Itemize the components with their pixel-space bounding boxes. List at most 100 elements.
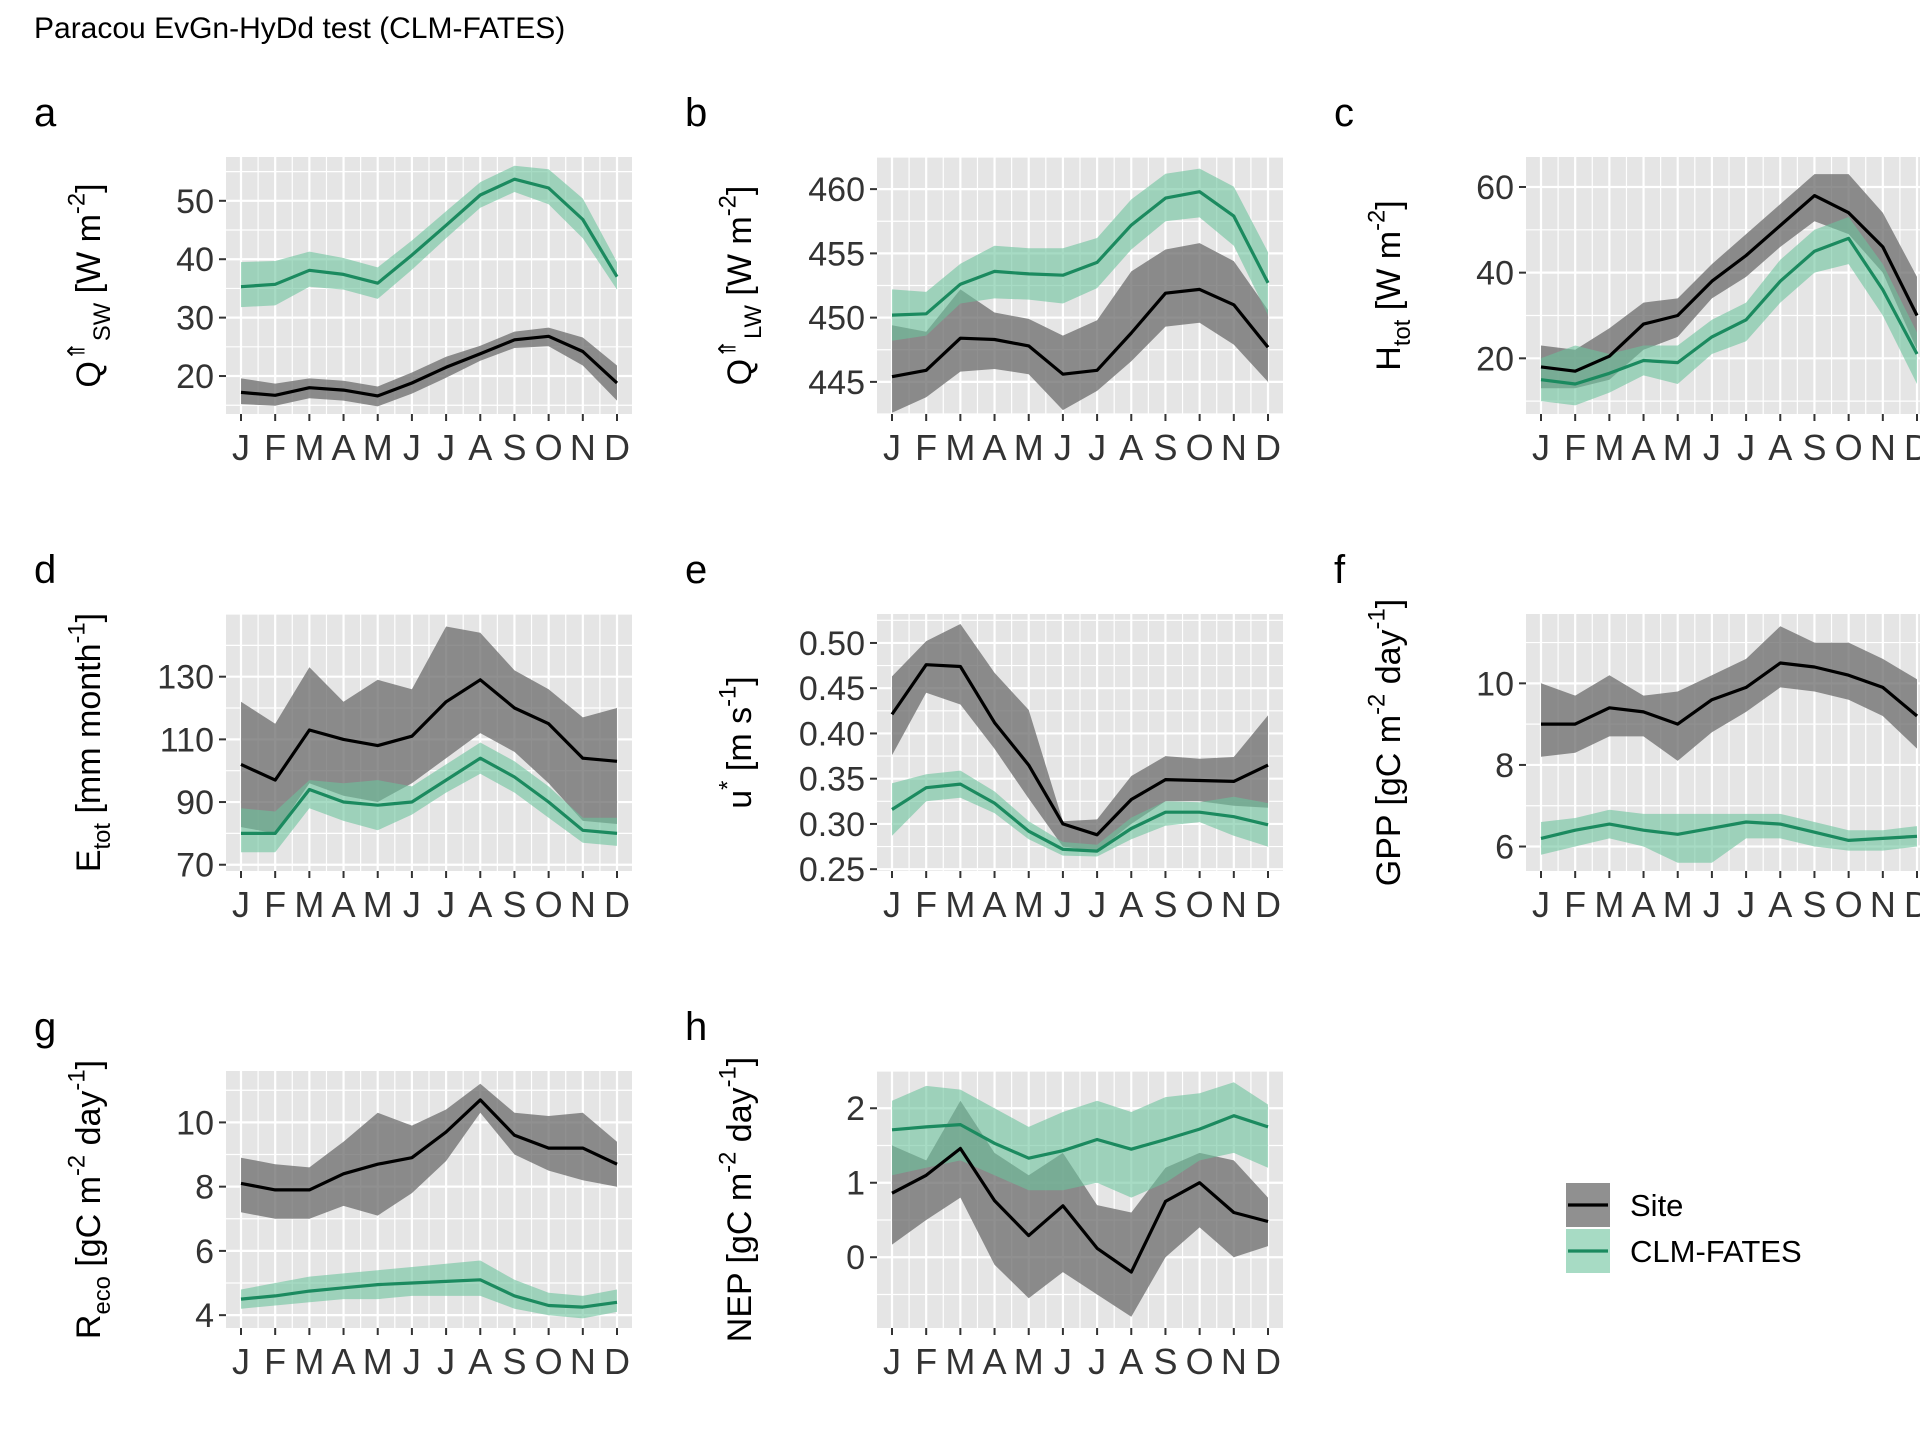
x-tick-label: S	[1802, 884, 1826, 925]
site-series-line	[890, 663, 1269, 837]
x-tick-label: O	[1186, 427, 1214, 468]
x-tick-label: F	[264, 884, 286, 925]
model-uncertainty-band	[1541, 217, 1917, 406]
model-series-line	[1540, 820, 1918, 843]
x-tick-label: J	[1532, 427, 1550, 468]
y-tick-label: 20	[1476, 340, 1514, 378]
x-tick-label: M	[945, 1341, 975, 1382]
x-tick-label: D	[1255, 884, 1281, 925]
x-tick-label: J	[1703, 884, 1721, 925]
y-tick-label: 8	[1495, 747, 1514, 785]
x-tick-label: M	[945, 427, 975, 468]
x-tick-label: J	[1737, 884, 1755, 925]
x-tick-label: M	[363, 884, 393, 925]
model-series-line	[891, 782, 1269, 853]
y-axis-label: Q⇑SW [W m-2]	[64, 183, 116, 387]
model-series-line	[891, 190, 1270, 317]
x-tick-label: S	[502, 427, 526, 468]
site-uncertainty-band	[241, 327, 617, 407]
y-tick-label: 50	[176, 183, 214, 221]
y-tick-label: 40	[1476, 255, 1514, 293]
x-tick-label: J	[403, 884, 421, 925]
x-tick-label: F	[264, 427, 286, 468]
x-tick-label: M	[1663, 884, 1693, 925]
legend-item-site: Site	[1566, 1183, 1683, 1227]
model-series-line	[1540, 236, 1919, 386]
x-tick-label: A	[1119, 1341, 1143, 1382]
x-tick-label: D	[604, 1341, 630, 1382]
legend-label: CLM-FATES	[1630, 1234, 1802, 1269]
x-tick-label: J	[1737, 427, 1755, 468]
y-tick-label: 10	[1476, 665, 1514, 703]
x-tick-label: A	[332, 1341, 356, 1382]
x-tick-label: A	[332, 884, 356, 925]
x-tick-label: F	[264, 1341, 286, 1382]
x-tick-label: A	[468, 427, 492, 468]
site-uncertainty-band	[1541, 174, 1917, 389]
y-tick-label: 90	[176, 784, 214, 822]
x-tick-label: J	[1054, 1341, 1072, 1382]
panel-letter: c	[1334, 91, 1354, 135]
model-uncertainty-band	[241, 1260, 617, 1319]
x-tick-label: M	[945, 884, 975, 925]
legend-item-model: CLM-FATES	[1566, 1229, 1802, 1273]
site-uncertainty-band	[241, 626, 617, 834]
model-uncertainty-band	[892, 1082, 1268, 1198]
x-tick-label: M	[363, 1341, 393, 1382]
x-tick-label: N	[570, 427, 596, 468]
model-series-line	[240, 1278, 618, 1309]
y-tick-label: 30	[176, 300, 214, 338]
site-series-line	[1540, 194, 1919, 373]
x-tick-label: D	[1255, 1341, 1281, 1382]
x-tick-label: S	[1802, 427, 1826, 468]
x-tick-label: J	[1088, 884, 1106, 925]
y-axis-label: GPP [gC m-2 day-1]	[1364, 599, 1408, 886]
x-tick-label: S	[1153, 427, 1177, 468]
x-tick-label: J	[437, 1341, 455, 1382]
x-tick-label: A	[1632, 884, 1656, 925]
x-tick-label: A	[332, 427, 356, 468]
panel-letter: g	[34, 1005, 56, 1049]
figure-title: Paracou EvGn-HyDd test (CLM-FATES)	[34, 12, 565, 45]
x-tick-label: J	[1054, 427, 1072, 468]
x-tick-label: O	[1186, 1341, 1214, 1382]
x-tick-label: O	[535, 427, 563, 468]
y-tick-label: 0.50	[799, 625, 865, 663]
x-tick-label: O	[1835, 884, 1863, 925]
panel-letter: b	[685, 91, 707, 135]
x-tick-label: M	[1014, 884, 1044, 925]
x-tick-label: F	[915, 427, 937, 468]
x-tick-label: N	[570, 1341, 596, 1382]
panel-letter: d	[34, 548, 56, 592]
x-tick-label: J	[437, 884, 455, 925]
x-tick-label: A	[983, 884, 1007, 925]
x-tick-label: N	[1221, 427, 1247, 468]
legend: Site CLM-FATES	[1566, 1183, 1802, 1273]
x-tick-label: M	[1014, 1341, 1044, 1382]
y-tick-label: 70	[176, 847, 214, 885]
x-tick-label: J	[232, 884, 250, 925]
x-tick-label: M	[1594, 884, 1624, 925]
y-tick-label: 4	[195, 1297, 214, 1335]
y-tick-label: 0.30	[799, 806, 865, 844]
x-tick-label: A	[983, 427, 1007, 468]
site-series-line	[240, 334, 619, 398]
x-tick-label: J	[883, 884, 901, 925]
x-tick-label: A	[468, 884, 492, 925]
x-tick-label: J	[1088, 1341, 1106, 1382]
x-tick-label: J	[883, 427, 901, 468]
y-tick-label: 10	[176, 1104, 214, 1142]
x-tick-label: M	[294, 884, 324, 925]
x-tick-label: J	[232, 427, 250, 468]
x-tick-label: J	[1532, 884, 1550, 925]
x-tick-label: S	[502, 884, 526, 925]
x-tick-label: J	[232, 1341, 250, 1382]
y-tick-label: 6	[195, 1233, 214, 1271]
y-axis-label: Reco [gC m-2 day-1]	[64, 1060, 116, 1339]
y-tick-label: 0.45	[799, 670, 865, 708]
x-tick-label: M	[1663, 427, 1693, 468]
